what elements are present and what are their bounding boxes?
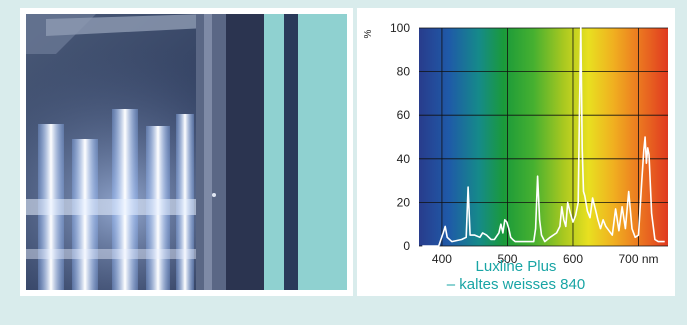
y-tick-label: 60 [397,108,411,122]
y-tick-label: 40 [397,152,411,166]
y-tick-label: 0 [403,239,410,253]
x-tick-labels: 400 500 600 700 nm [432,252,659,266]
y-tick-label: 100 [390,21,410,35]
photo-panel [20,8,353,296]
grid [419,27,668,247]
spectrum-line [422,25,665,247]
caption-line-2: – kaltes weisses 840 [446,276,586,293]
x-tick-label: 600 [563,252,583,266]
x-tick-label: 700 nm [618,252,658,266]
x-tick-label: 500 [497,252,517,266]
y-tick-label: 20 [397,195,411,209]
fluorescent-lamps-photo [26,14,347,290]
spectrum-chart-panel: 0 20 40 60 80 100 400 500 600 700 nm % Luxline P… [357,8,675,296]
y-axis-label: % [363,29,374,38]
spectrum-chart: 0 20 40 60 80 100 400 500 600 700 nm % [363,21,668,266]
x-tick-label: 400 [432,252,452,266]
y-tick-labels: 0 20 40 60 80 100 [390,21,410,253]
caption-line-1: Luxline Plus [475,258,557,275]
y-tick-label: 80 [397,65,411,79]
